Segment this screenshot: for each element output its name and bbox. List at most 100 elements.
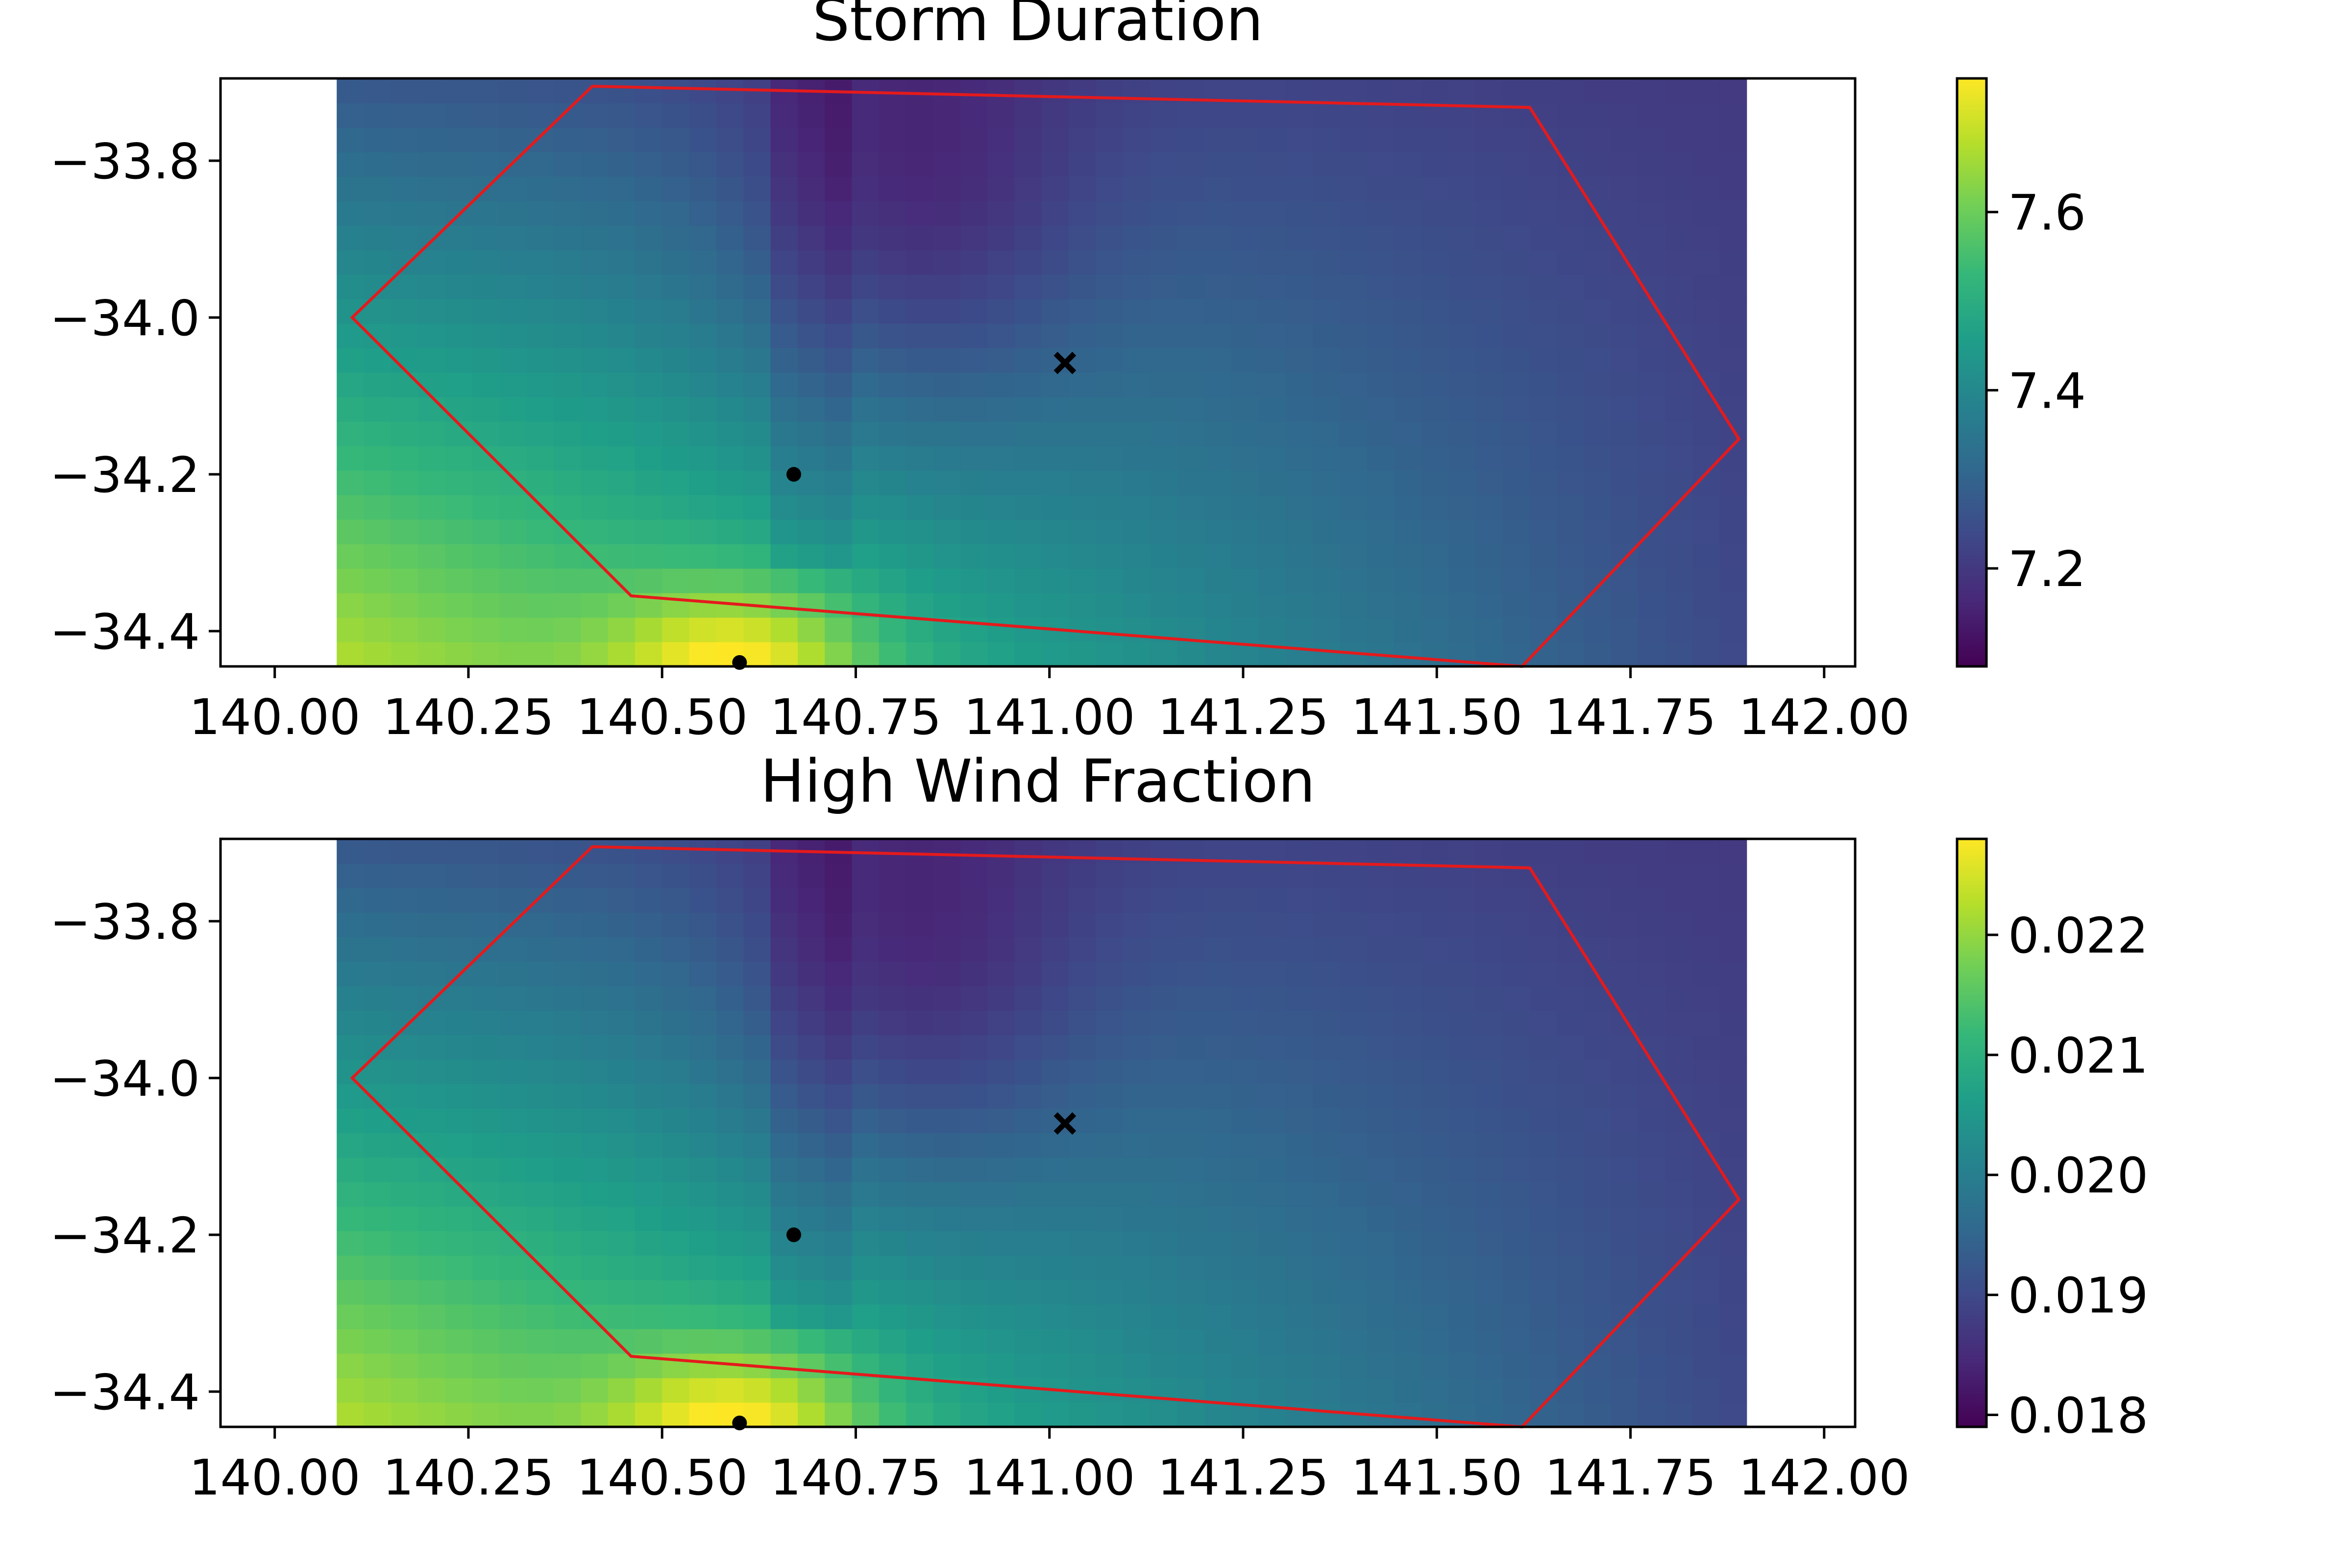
heatmap-cell — [1665, 912, 1693, 937]
heatmap-cell — [1204, 1108, 1232, 1133]
heatmap-cell — [1258, 470, 1286, 495]
heatmap-cell — [1611, 888, 1639, 913]
heatmap-cell — [1285, 986, 1313, 1011]
heatmap-cell — [1502, 1035, 1530, 1060]
heatmap-cell — [933, 642, 961, 667]
heatmap-cell — [1638, 839, 1666, 864]
heatmap-cell — [852, 937, 880, 962]
heatmap-cell — [581, 617, 609, 642]
heatmap-cell — [825, 1329, 853, 1354]
heatmap-cell — [1557, 1402, 1585, 1427]
heatmap-cell — [1285, 1035, 1313, 1060]
colorbar-frame — [1956, 837, 1988, 1428]
heatmap-cell — [499, 1329, 527, 1354]
heatmap-cell — [933, 986, 961, 1011]
heatmap-cell — [1584, 1402, 1612, 1427]
heatmap-cell — [797, 937, 825, 962]
heatmap-cell — [1421, 1010, 1449, 1035]
heatmap-cell — [906, 937, 934, 962]
heatmap-cell — [391, 323, 418, 348]
heatmap-cell — [1340, 176, 1368, 201]
heatmap-cell — [1231, 544, 1259, 569]
heatmap-cell — [716, 176, 744, 201]
heatmap-cell — [716, 274, 744, 299]
heatmap-cell — [662, 593, 690, 618]
heatmap-cell — [553, 1084, 581, 1109]
heatmap-cell — [1069, 1304, 1097, 1329]
heatmap-cell — [1584, 642, 1612, 667]
heatmap-cell — [1231, 397, 1259, 422]
heatmap-cell — [1096, 152, 1124, 177]
heatmap-cell — [1231, 495, 1259, 520]
heatmap-cell — [716, 617, 744, 642]
heatmap-cell — [743, 986, 771, 1011]
heatmap-cell — [906, 372, 934, 397]
heatmap-cell — [933, 421, 961, 446]
heatmap-cell — [1448, 250, 1476, 275]
heatmap-cell — [635, 617, 662, 642]
heatmap-cell — [1367, 250, 1395, 275]
heatmap-cell — [1394, 1280, 1422, 1305]
heatmap-cell — [743, 372, 771, 397]
heatmap-cell — [1692, 421, 1720, 446]
heatmap-cell — [635, 863, 662, 888]
heatmap-cell — [391, 176, 418, 201]
heatmap-cell — [1475, 372, 1503, 397]
heatmap-cell — [499, 1157, 527, 1182]
heatmap-cell — [391, 937, 418, 962]
heatmap-cell — [1285, 1206, 1313, 1231]
heatmap-cell — [689, 250, 717, 275]
heatmap-cell — [553, 1010, 581, 1035]
heatmap-cell — [1313, 642, 1341, 667]
heatmap-cell — [743, 299, 771, 324]
heatmap-cell — [337, 1280, 365, 1305]
heatmap-cell — [445, 1353, 473, 1378]
heatmap-cell — [1502, 348, 1530, 373]
heatmap-cell — [1231, 201, 1259, 226]
heatmap-cell — [743, 1133, 771, 1158]
heatmap-cell — [526, 446, 554, 471]
heatmap-cell — [1340, 421, 1368, 446]
heatmap-cell — [418, 544, 446, 569]
colorbar: 7.27.47.6 — [1956, 77, 2086, 668]
heatmap-cell — [743, 421, 771, 446]
heatmap-cell — [499, 1353, 527, 1378]
heatmap-cell — [1123, 593, 1151, 618]
heatmap-cell — [1665, 225, 1693, 250]
heatmap-cell — [1313, 1231, 1341, 1256]
heatmap-cell — [1231, 1182, 1259, 1207]
heatmap-cell — [1719, 348, 1747, 373]
heatmap-cell — [1665, 1157, 1693, 1182]
heatmap-cell — [1665, 937, 1693, 962]
heatmap-cell — [825, 299, 853, 324]
heatmap-cell — [553, 642, 581, 667]
heatmap-cell — [1204, 1231, 1232, 1256]
heatmap-cell — [1069, 274, 1097, 299]
heatmap-cell — [825, 961, 853, 986]
heatmap-cell — [1258, 1182, 1286, 1207]
heatmap-cell — [1584, 176, 1612, 201]
heatmap-cell — [770, 274, 798, 299]
heatmap-cell — [635, 1108, 662, 1133]
heatmap-cell — [1177, 937, 1205, 962]
heatmap-cell — [1285, 593, 1313, 618]
heatmap-cell — [581, 839, 609, 864]
heatmap-cell — [608, 1378, 636, 1403]
heatmap-cell — [391, 1280, 418, 1305]
heatmap-cell — [1692, 1255, 1720, 1280]
heatmap-cell — [1096, 912, 1124, 937]
heatmap-cell — [716, 348, 744, 373]
heatmap-cell — [553, 986, 581, 1011]
heatmap-cell — [716, 1133, 744, 1158]
heatmap-cell — [1611, 446, 1639, 471]
heatmap-cell — [1096, 1010, 1124, 1035]
heatmap-cell — [553, 593, 581, 618]
heatmap-cell — [852, 323, 880, 348]
heatmap-cell — [499, 1255, 527, 1280]
heatmap-cell — [852, 250, 880, 275]
heatmap-cell — [553, 1378, 581, 1403]
heatmap-cell — [635, 201, 662, 226]
heatmap-cell — [906, 519, 934, 544]
heatmap-cell — [770, 1280, 798, 1305]
heatmap-cell — [553, 961, 581, 986]
